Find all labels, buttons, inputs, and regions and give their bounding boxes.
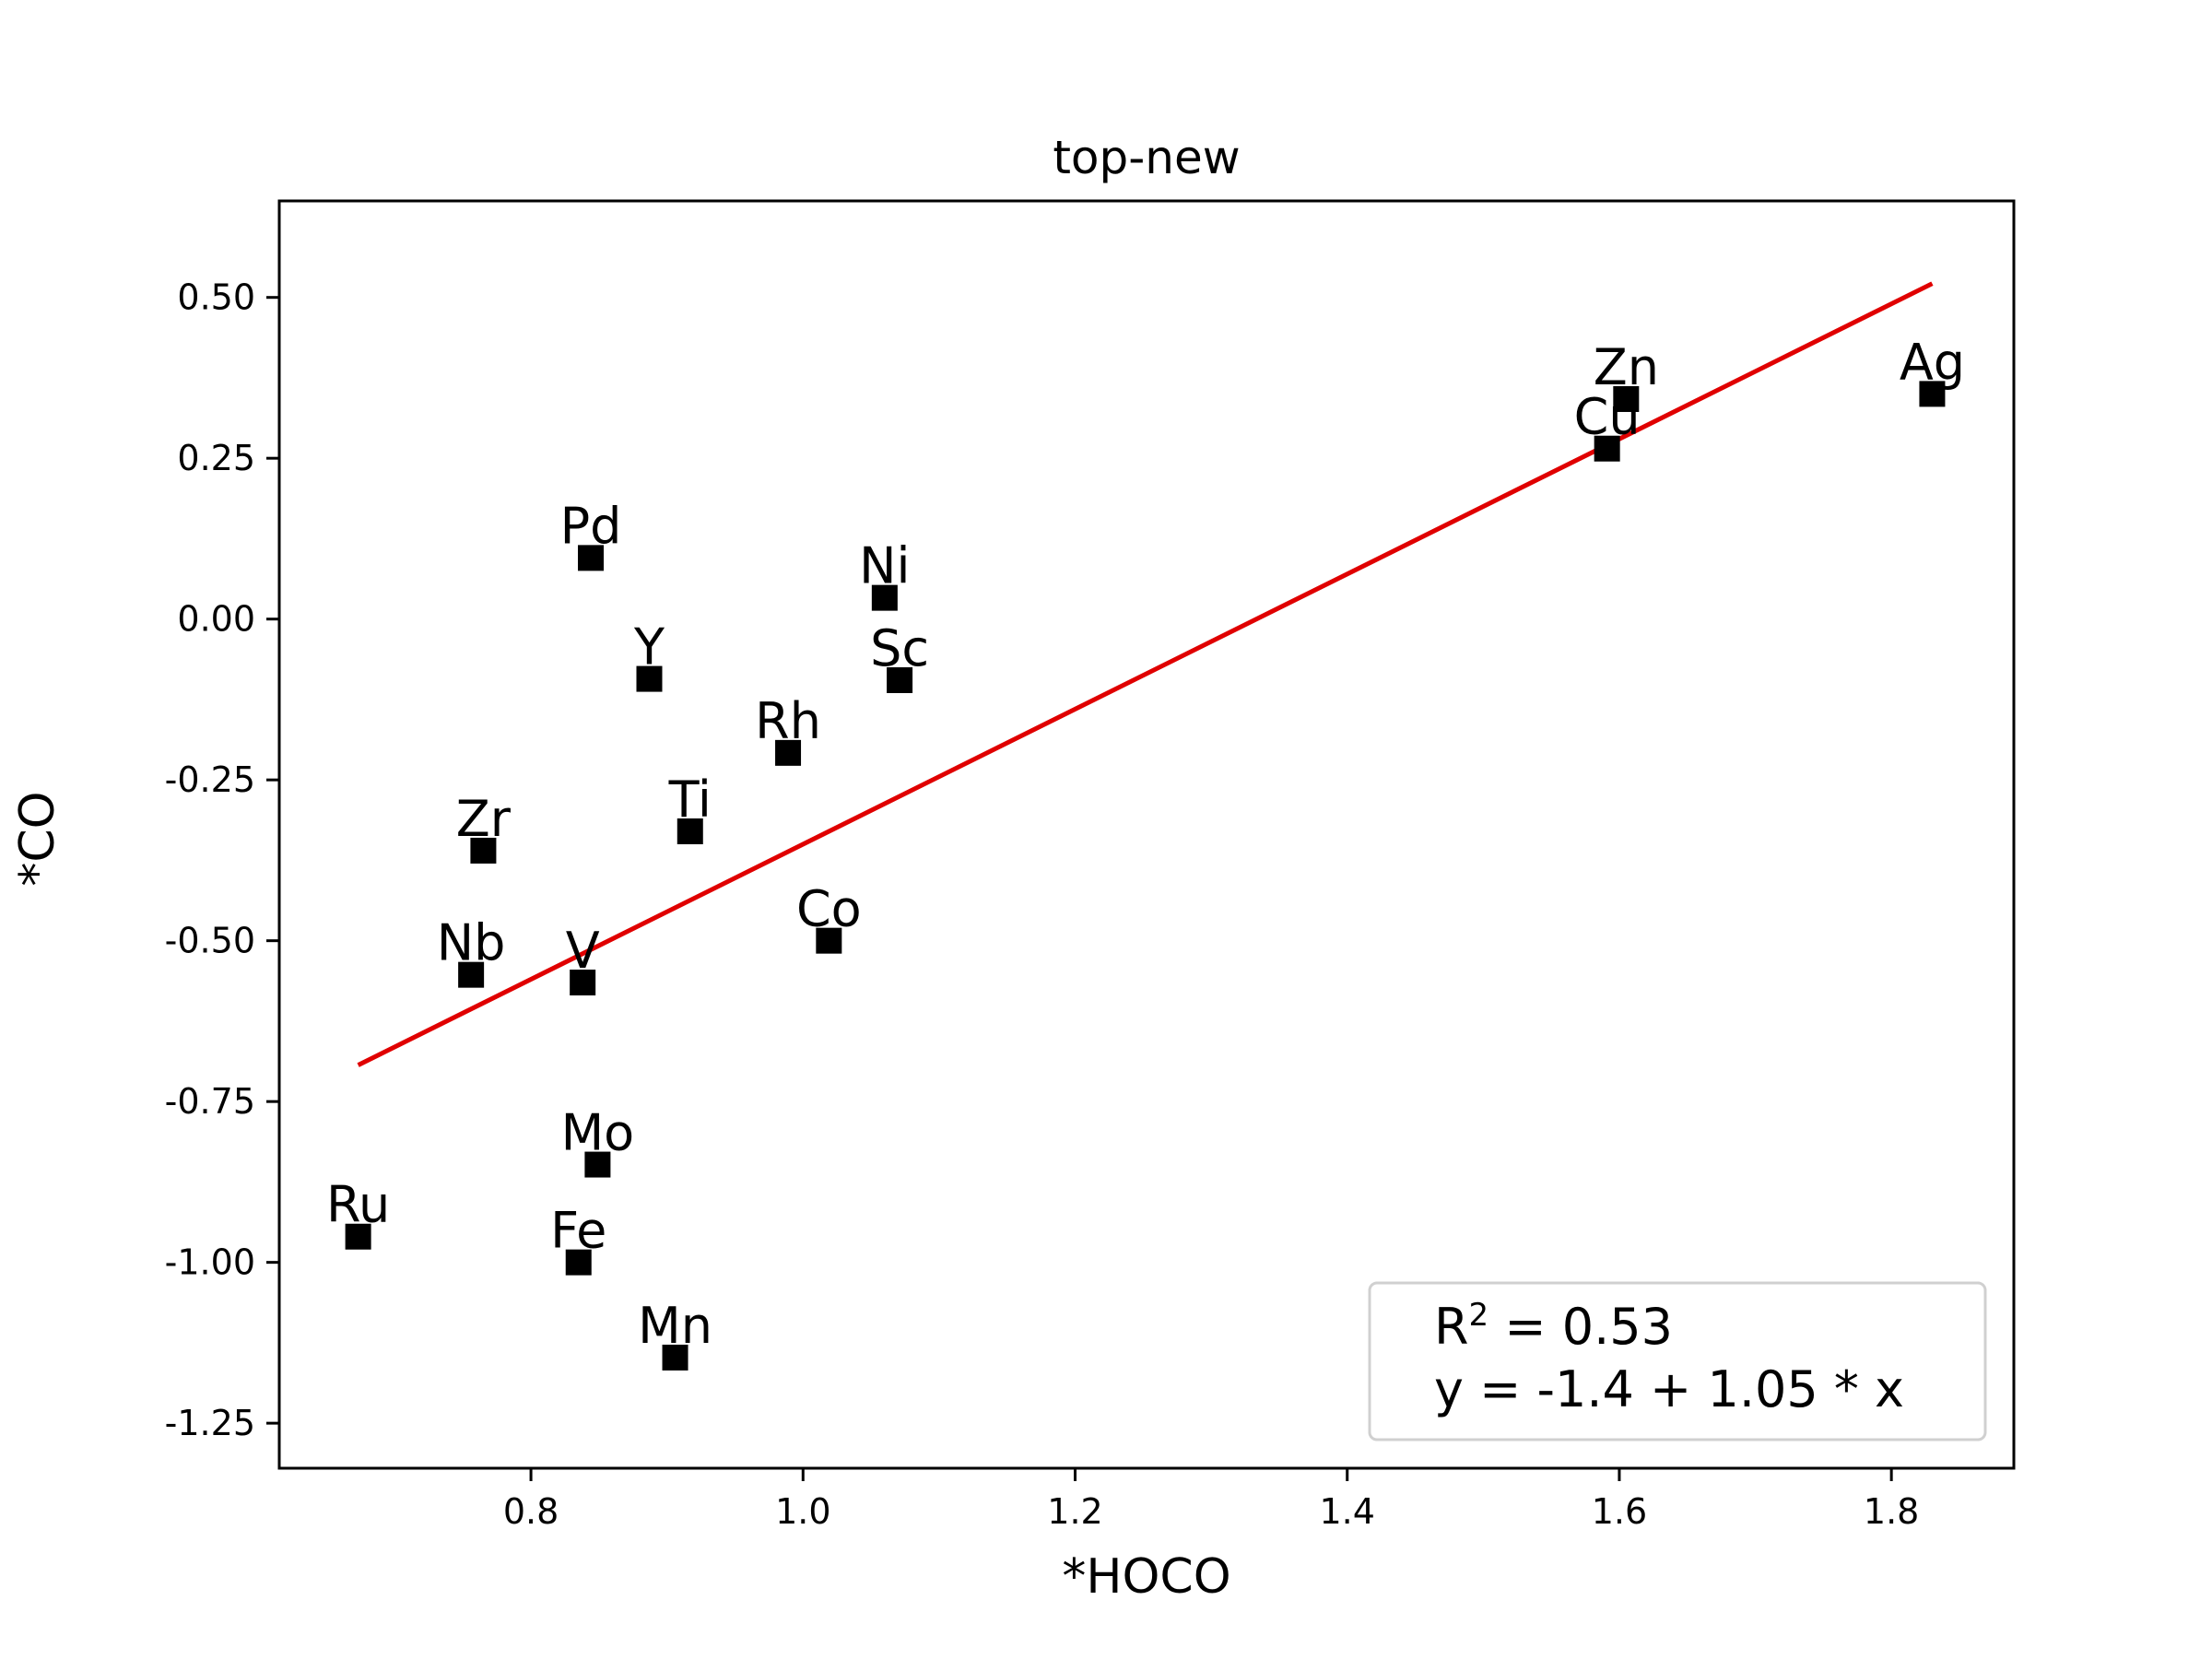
data-point-ti (677, 818, 703, 845)
data-point-ag (1919, 381, 1946, 407)
r-squared-value: = 0.53 (1488, 1298, 1673, 1356)
x-tick-label: 1.0 (775, 1491, 830, 1532)
x-axis-label: *HOCO (1062, 1549, 1230, 1605)
y-tick-label: -1.25 (165, 1403, 255, 1443)
y-tick-label: -0.75 (165, 1081, 255, 1122)
data-point-cu (1594, 435, 1620, 462)
point-label-co: Co (796, 880, 862, 938)
point-label-mn: Mn (638, 1297, 712, 1355)
regression-line (357, 281, 1934, 1067)
data-point-fe (565, 1249, 592, 1276)
data-point-zr (470, 837, 497, 864)
data-point-mo (584, 1151, 611, 1178)
y-tick-label: 0.50 (177, 277, 255, 318)
data-point-zn (1613, 385, 1640, 412)
data-point-nb (458, 961, 485, 988)
data-point-mn (662, 1344, 688, 1371)
x-tick-label: 1.8 (1864, 1491, 1919, 1532)
plot-area-frame (277, 199, 2016, 1470)
legend-r-squared: R2 = 0.53 (1434, 1297, 1673, 1356)
point-label-mo: Mo (561, 1104, 635, 1162)
data-point-rh (775, 739, 802, 766)
point-label-fe: Fe (550, 1202, 606, 1260)
x-tick-label: 1.6 (1592, 1491, 1647, 1532)
chart-title: top-new (1053, 131, 1240, 184)
legend-fit-equation: y = -1.4 + 1.05 * x (1434, 1360, 1904, 1418)
point-label-zr: Zr (456, 790, 512, 848)
r-squared-superscript: 2 (1469, 1297, 1489, 1334)
data-point-ru (345, 1223, 371, 1250)
point-label-rh: Rh (755, 692, 821, 750)
data-point-co (816, 927, 842, 954)
point-label-pd: Pd (560, 497, 622, 555)
y-axis-label: *CO (10, 791, 65, 886)
data-point-pd (578, 545, 605, 571)
y-tick-label: -1.00 (165, 1242, 255, 1283)
y-tick-label: -0.25 (165, 759, 255, 800)
point-label-ni: Ni (859, 537, 910, 595)
y-tick-label: -0.50 (165, 921, 255, 961)
legend-box (1368, 1281, 1987, 1441)
data-point-v (570, 970, 596, 996)
r-squared-symbol: R (1434, 1298, 1469, 1356)
x-tick-label: 1.4 (1320, 1491, 1375, 1532)
data-point-sc (887, 666, 913, 693)
point-label-sc: Sc (870, 619, 929, 677)
data-point-y (636, 665, 663, 692)
x-tick-label: 1.2 (1047, 1491, 1102, 1532)
legend: R2 = 0.53 y = -1.4 + 1.05 * x (1368, 1281, 1987, 1441)
y-tick-label: 0.00 (177, 599, 255, 640)
point-label-ag: Ag (1900, 333, 1965, 391)
point-label-v: V (566, 922, 600, 980)
point-label-nb: Nb (437, 914, 506, 972)
point-label-y: Y (633, 618, 665, 677)
point-label-ti: Ti (668, 771, 712, 829)
data-point-ni (871, 584, 898, 611)
y-tick-label: 0.25 (177, 438, 255, 478)
point-label-zn: Zn (1594, 338, 1659, 396)
point-label-ru: Ru (326, 1176, 390, 1234)
x-tick-label: 0.8 (503, 1491, 559, 1532)
x-axis-ticks: 0.8 1.0 1.2 1.4 1.6 1.8 (503, 1468, 1919, 1532)
y-axis-ticks: 0.50 0.25 0.00 -0.25 -0.50 -0.75 -1.00 -1.25 (165, 277, 279, 1443)
